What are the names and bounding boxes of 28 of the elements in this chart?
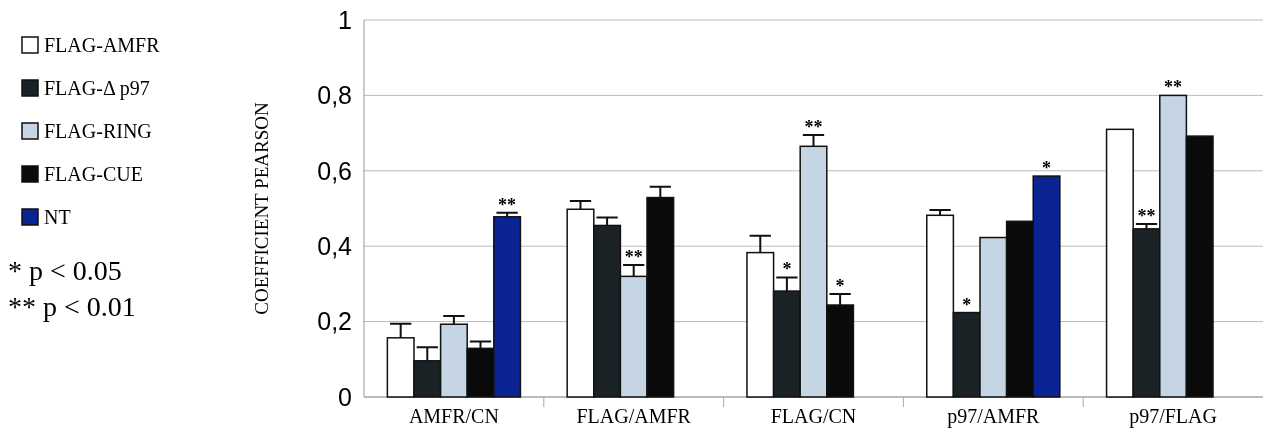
legend-label: FLAG-Δ p97 bbox=[44, 77, 150, 100]
x-tick-label: p97/AMFR bbox=[947, 405, 1041, 428]
y-tick-label: 1 bbox=[338, 5, 352, 34]
legend-label: FLAG-RING bbox=[44, 120, 152, 142]
data-label: * bbox=[1042, 158, 1052, 179]
x-tick-label: FLAG/AMFR bbox=[576, 405, 692, 427]
y-tick-label: 0,2 bbox=[317, 307, 352, 336]
x-tick-label: AMFR/CN bbox=[408, 405, 499, 427]
text: ** p < 0.01 bbox=[8, 290, 136, 322]
text: * p < 0.05 bbox=[8, 254, 122, 286]
y-axis-title: COEFFICIENT PEARSON bbox=[251, 102, 272, 315]
data-label: ** bbox=[804, 116, 823, 137]
data-label: ** bbox=[624, 247, 643, 268]
data-label: * bbox=[782, 259, 792, 280]
legend-label: FLAG-AMFR bbox=[44, 34, 161, 56]
y-tick-label: 0,8 bbox=[317, 81, 352, 110]
data-label: * bbox=[962, 294, 972, 315]
x-tick-label: p97/FLAG bbox=[1129, 405, 1217, 428]
y-tick-label: 0 bbox=[338, 382, 352, 411]
legend-label: NT bbox=[44, 206, 71, 228]
y-tick-label: 0,4 bbox=[317, 231, 353, 260]
data-label: ** bbox=[1164, 77, 1183, 98]
data-label: ** bbox=[1137, 205, 1156, 226]
x-tick-label: FLAG/CN bbox=[770, 405, 857, 427]
data-label: * bbox=[835, 276, 845, 297]
data-label: ** bbox=[498, 194, 517, 215]
y-tick-label: 0,6 bbox=[317, 156, 352, 185]
legend-label: FLAG-CUE bbox=[44, 163, 143, 185]
